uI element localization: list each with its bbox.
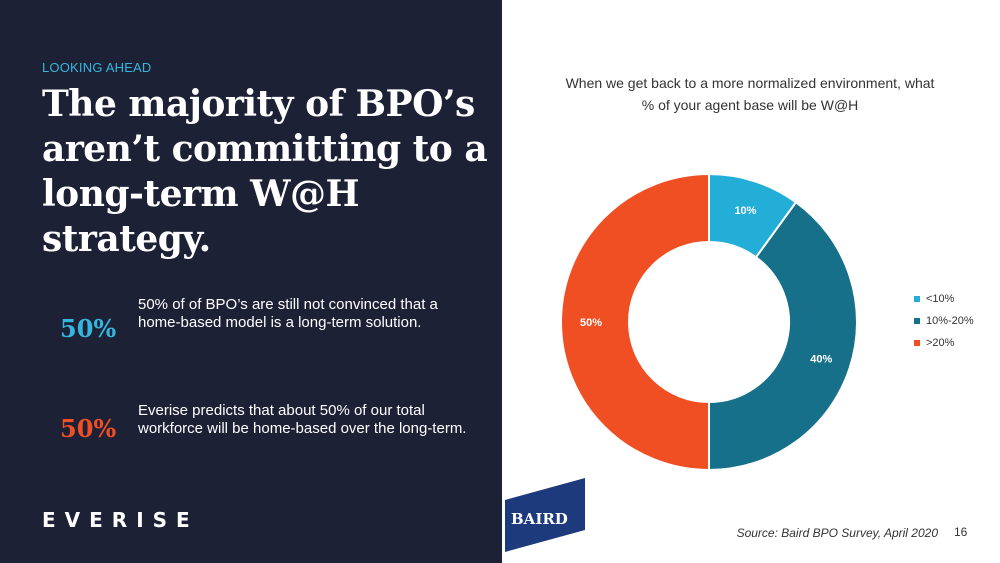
legend-label: <10%	[926, 293, 955, 305]
everise-logo: EVERISE	[42, 508, 199, 532]
legend-swatch	[914, 296, 920, 302]
eyebrow-label: LOOKING AHEAD	[42, 60, 152, 75]
legend-item: >20%	[914, 332, 974, 354]
legend-label: >20%	[926, 337, 955, 349]
donut-slice	[708, 200, 858, 472]
legend-item: <10%	[914, 288, 974, 310]
chart-legend: <10% 10%-20% >20%	[914, 288, 974, 354]
legend-swatch	[914, 340, 920, 346]
source-note: Source: Baird BPO Survey, April 2020	[736, 526, 938, 540]
stat-value: 50%	[60, 314, 117, 343]
stat-value: 50%	[60, 414, 117, 443]
stat-text: Everise predicts that about 50% of our t…	[138, 402, 467, 437]
baird-logo-text: BAIRD	[511, 510, 568, 528]
baird-logo: BAIRD	[505, 478, 585, 552]
stat-text: 50% of of BPO’s are still not convinced …	[138, 296, 438, 331]
chart-title: When we get back to a more normalized en…	[565, 75, 935, 113]
donut-slice	[560, 172, 710, 472]
legend-item: 10%-20%	[914, 310, 974, 332]
headline: The majority of BPO’s aren’t committing …	[42, 83, 488, 260]
left-panel: LOOKING AHEAD The majority of BPO’s aren…	[0, 0, 502, 563]
page-number: 16	[954, 525, 968, 539]
donut-data-label: 40%	[810, 353, 832, 365]
donut-data-label: 50%	[580, 317, 602, 329]
legend-swatch	[914, 318, 920, 324]
legend-label: 10%-20%	[926, 315, 974, 327]
donut-data-label: 10%	[734, 205, 756, 217]
